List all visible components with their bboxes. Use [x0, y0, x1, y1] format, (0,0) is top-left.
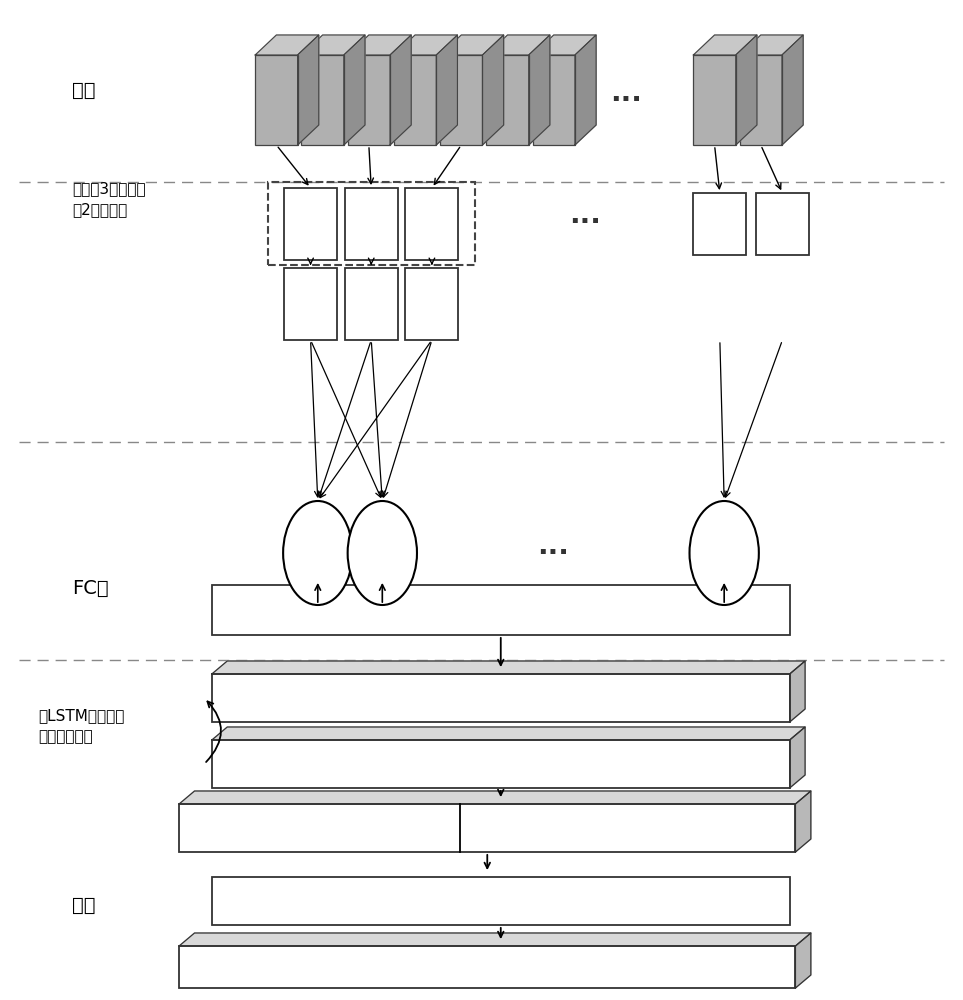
Bar [486, 55, 529, 145]
Ellipse shape [283, 501, 352, 605]
Bar [740, 55, 782, 145]
Bar [179, 946, 795, 988]
Text: FC层: FC层 [72, 578, 109, 597]
Polygon shape [179, 791, 811, 804]
Text: 空洞卷积模块特征图: 空洞卷积模块特征图 [455, 689, 546, 707]
Text: ···: ··· [569, 208, 602, 236]
Bar [394, 55, 436, 145]
Polygon shape [736, 35, 757, 145]
Text: Bi-LSTM模块特征图: Bi-LSTM模块特征图 [272, 822, 364, 834]
Bar [212, 877, 790, 925]
Polygon shape [394, 35, 457, 55]
Bar [693, 193, 746, 255]
Bar [348, 55, 390, 145]
Bar [212, 674, 790, 722]
Text: FC层: FC层 [485, 601, 516, 619]
Bar [440, 55, 482, 145]
Polygon shape [693, 35, 757, 55]
Text: 输出: 输出 [72, 896, 95, 915]
Polygon shape [348, 35, 411, 55]
Polygon shape [301, 35, 365, 55]
Polygon shape [533, 35, 596, 55]
Polygon shape [790, 661, 805, 722]
Polygon shape [344, 35, 365, 145]
Bar [284, 268, 337, 340]
Text: FC层: FC层 [485, 892, 516, 910]
Polygon shape [740, 35, 803, 55]
Text: ···: ··· [610, 86, 642, 114]
Text: Bi-LSTM模块特征图: Bi-LSTM模块特征图 [443, 755, 559, 773]
Bar [255, 55, 298, 145]
Polygon shape [440, 35, 504, 55]
Polygon shape [790, 727, 805, 788]
Polygon shape [529, 35, 550, 145]
Polygon shape [436, 35, 457, 145]
Polygon shape [298, 35, 319, 145]
Polygon shape [482, 35, 504, 145]
Polygon shape [179, 933, 811, 946]
Text: ···: ··· [536, 539, 569, 567]
Polygon shape [212, 661, 805, 674]
Text: 输入: 输入 [72, 81, 95, 100]
Polygon shape [390, 35, 411, 145]
Ellipse shape [348, 501, 417, 605]
Ellipse shape [690, 501, 759, 605]
Bar [179, 804, 795, 852]
Bar [533, 55, 575, 145]
Bar [345, 188, 398, 260]
Polygon shape [486, 35, 550, 55]
Bar [212, 740, 790, 788]
Bar [301, 55, 344, 145]
Bar [405, 188, 458, 260]
Text: 与LSTM模型得到
特征图相拼接: 与LSTM模型得到 特征图相拼接 [39, 708, 125, 744]
Polygon shape [795, 791, 811, 852]
Text: 长度为3，空洞率
为2的滤波器: 长度为3，空洞率 为2的滤波器 [72, 181, 145, 217]
Polygon shape [212, 727, 805, 740]
Text: 光谱特征图: 光谱特征图 [462, 958, 512, 976]
Bar [284, 188, 337, 260]
Polygon shape [255, 35, 319, 55]
Text: 空洞卷积模块特征图: 空洞卷积模块特征图 [590, 822, 662, 834]
Bar [212, 585, 790, 635]
Bar [345, 268, 398, 340]
Polygon shape [575, 35, 596, 145]
Polygon shape [782, 35, 803, 145]
Bar [693, 55, 736, 145]
Bar [268, 182, 475, 265]
Polygon shape [795, 933, 811, 988]
Bar [756, 193, 809, 255]
Bar [405, 268, 458, 340]
